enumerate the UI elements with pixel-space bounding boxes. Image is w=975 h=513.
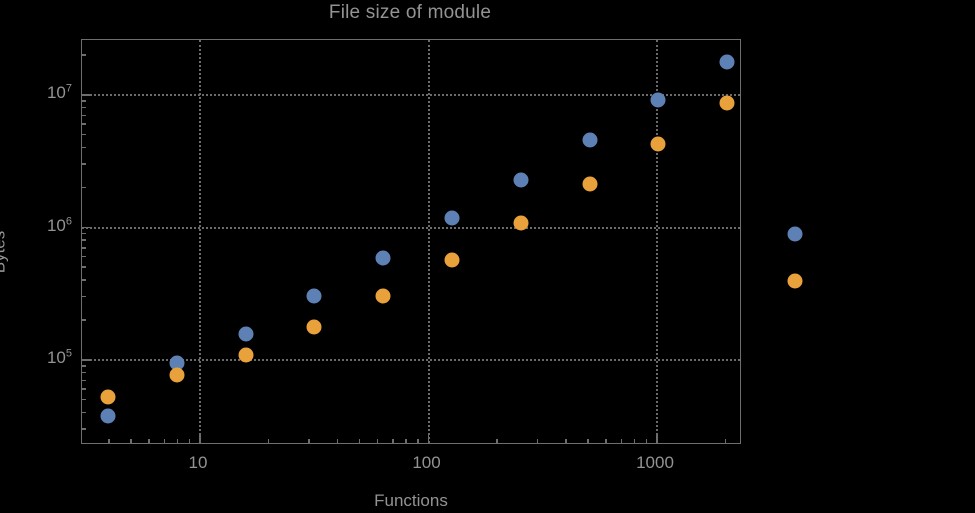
tick-mark [82, 106, 86, 109]
tick-mark [82, 371, 86, 374]
data-point [650, 136, 666, 152]
tick-mark [427, 435, 429, 443]
tick-mark [176, 439, 179, 443]
tick-mark [82, 319, 86, 321]
tick-mark [565, 439, 567, 443]
tick-mark [82, 94, 90, 96]
tick-mark [392, 439, 394, 443]
data-point [238, 347, 254, 363]
tick-mark [358, 439, 361, 443]
data-point [513, 215, 529, 231]
data-point [444, 252, 460, 268]
data-point [513, 172, 529, 188]
tick-mark [188, 439, 191, 443]
tick-mark [82, 64, 84, 72]
gridline-vertical [427, 40, 430, 443]
x-axis-title: Functions [374, 491, 448, 510]
tick-mark [82, 295, 86, 298]
data-point [582, 176, 598, 192]
data-point [787, 273, 803, 289]
tick-mark [82, 359, 90, 361]
tick-mark [82, 365, 86, 367]
tick-mark [82, 123, 86, 125]
axis-ticks [82, 40, 740, 443]
tick-mark [605, 439, 607, 443]
tick-mark [405, 439, 407, 443]
tick-mark [376, 439, 379, 443]
tick-mark [417, 439, 419, 443]
data-point [100, 389, 116, 405]
tick-mark [82, 379, 86, 382]
data-point [375, 288, 391, 304]
tick-mark [536, 439, 539, 443]
tick-mark [82, 133, 86, 136]
x-tick-label: 100 [412, 453, 441, 472]
data-point [719, 54, 735, 70]
tick-mark [82, 186, 86, 189]
data-point [169, 367, 185, 383]
data-point [306, 288, 322, 304]
gridline-vertical [656, 40, 658, 443]
x-tick-label: 10 [188, 453, 208, 472]
y-tick-label: 105 [46, 347, 72, 367]
tick-mark [82, 54, 86, 56]
data-point [719, 95, 735, 111]
tick-mark [645, 439, 648, 443]
tick-mark [82, 411, 86, 414]
tick-mark [82, 398, 86, 401]
tick-mark [656, 435, 658, 443]
tick-mark [336, 439, 339, 443]
tick-mark [82, 239, 86, 241]
x-tick-label: 1000 [636, 453, 674, 472]
tick-mark [267, 439, 270, 443]
data-point [100, 408, 116, 424]
plot-frame [81, 39, 741, 444]
y-axis-title: Bytes [0, 230, 9, 274]
tick-mark [82, 100, 86, 102]
tick-mark [82, 114, 86, 117]
tick-mark [82, 279, 86, 281]
y-tick-label: 107 [46, 82, 72, 102]
tick-mark [130, 439, 132, 443]
tick-mark [163, 439, 166, 443]
data-point [238, 326, 254, 342]
y-tick-label: 106 [46, 214, 72, 235]
tick-mark [108, 439, 110, 443]
gridline-horizontal [82, 226, 740, 229]
tick-mark [82, 226, 90, 228]
tick-mark [496, 439, 498, 443]
tick-mark [199, 435, 201, 443]
data-point [787, 226, 803, 241]
gridline-vertical [199, 40, 201, 443]
data-point [169, 355, 185, 371]
tick-mark [633, 439, 636, 443]
tick-mark [82, 428, 86, 430]
gridline-horizontal [82, 359, 740, 361]
chart-title: File size of module [328, 2, 492, 23]
data-point [306, 319, 322, 335]
tick-mark [82, 232, 86, 235]
tick-mark [82, 266, 86, 268]
tick-mark [724, 439, 727, 443]
tick-mark [308, 439, 310, 443]
tick-mark [82, 163, 86, 165]
data-point [650, 92, 666, 108]
tick-mark [587, 439, 589, 443]
tick-mark [82, 195, 86, 197]
tick-mark [82, 247, 86, 249]
tick-mark [82, 255, 86, 258]
tick-mark [620, 439, 623, 443]
gridline-horizontal [82, 94, 740, 96]
tick-mark [82, 388, 86, 390]
data-point [444, 210, 460, 226]
data-point [582, 132, 598, 148]
tick-mark [148, 439, 150, 443]
data-point [375, 250, 391, 266]
tick-mark [82, 146, 86, 149]
